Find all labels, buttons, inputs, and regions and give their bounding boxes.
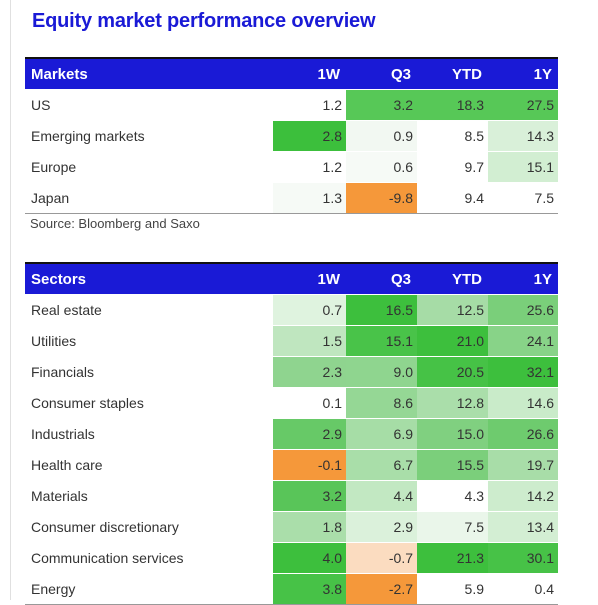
markets-cell-ytd: 8.5 [417, 120, 488, 152]
sectors-header-name: Sectors [25, 262, 273, 295]
sectors-cell-1w: 2.3 [273, 356, 346, 388]
markets-table: Markets 1W Q3 YTD 1Y US 1.2 3.2 18.3 27.5 Eme… [25, 57, 558, 214]
markets-cell-1y: 27.5 [488, 89, 558, 121]
sectors-cell-q3: 4.4 [346, 480, 417, 512]
sectors-header-row: Sectors 1W Q3 YTD 1Y [25, 262, 558, 295]
sectors-cell-q3: 6.7 [346, 449, 417, 481]
sectors-row: Financials 2.3 9.0 20.5 32.1 [25, 356, 558, 388]
sectors-cell-1w: 2.9 [273, 418, 346, 450]
sectors-row: Industrials 2.9 6.9 15.0 26.6 [25, 418, 558, 450]
sectors-cell-1y: 25.6 [488, 294, 558, 326]
sectors-cell-ytd: 15.5 [417, 449, 488, 481]
sectors-cell-q3: 9.0 [346, 356, 417, 388]
sectors-cell-q3: -0.7 [346, 542, 417, 574]
markets-row: US 1.2 3.2 18.3 27.5 [25, 89, 558, 121]
sectors-cell-q3: 6.9 [346, 418, 417, 450]
markets-row: Europe 1.2 0.6 9.7 15.1 [25, 151, 558, 183]
sectors-row-label: Health care [25, 449, 273, 481]
sectors-cell-1y: 32.1 [488, 356, 558, 388]
sectors-row-label: Consumer discretionary [25, 511, 273, 543]
sectors-cell-q3: 2.9 [346, 511, 417, 543]
sectors-cell-ytd: 20.5 [417, 356, 488, 388]
markets-cell-q3: 0.6 [346, 151, 417, 183]
markets-cell-ytd: 18.3 [417, 89, 488, 121]
sectors-row-label: Financials [25, 356, 273, 388]
markets-cell-1y: 15.1 [488, 151, 558, 183]
markets-cell-1w: 1.2 [273, 89, 346, 121]
sectors-row: Utilities 1.5 15.1 21.0 24.1 [25, 325, 558, 357]
markets-row: Japan 1.3 -9.8 9.4 7.5 [25, 182, 558, 214]
sectors-cell-ytd: 7.5 [417, 511, 488, 543]
sectors-cell-ytd: 21.3 [417, 542, 488, 574]
sectors-cell-1y: 13.4 [488, 511, 558, 543]
markets-cell-ytd: 9.4 [417, 182, 488, 214]
source-note: Source: Bloomberg and Saxo [30, 216, 200, 231]
markets-header-1y: 1Y [488, 57, 558, 90]
sectors-cell-1w: 0.1 [273, 387, 346, 419]
sectors-row: Consumer staples 0.1 8.6 12.8 14.6 [25, 387, 558, 419]
markets-row-label: Japan [25, 182, 273, 214]
sectors-row-label: Industrials [25, 418, 273, 450]
markets-cell-1w: 2.8 [273, 120, 346, 152]
sectors-cell-1y: 26.6 [488, 418, 558, 450]
sectors-cell-q3: 15.1 [346, 325, 417, 357]
sectors-header-ytd: YTD [417, 262, 488, 295]
sectors-cell-q3: 16.5 [346, 294, 417, 326]
markets-cell-q3: 0.9 [346, 120, 417, 152]
sectors-cell-1w: -0.1 [273, 449, 346, 481]
sectors-cell-ytd: 12.5 [417, 294, 488, 326]
sectors-row-label: Communication services [25, 542, 273, 574]
markets-cell-1w: 1.2 [273, 151, 346, 183]
markets-cell-ytd: 9.7 [417, 151, 488, 183]
markets-cell-q3: 3.2 [346, 89, 417, 121]
sectors-row: Materials 3.2 4.4 4.3 14.2 [25, 480, 558, 512]
markets-cell-1w: 1.3 [273, 182, 346, 214]
markets-cell-1y: 7.5 [488, 182, 558, 214]
markets-row-label: Europe [25, 151, 273, 183]
sectors-table: Sectors 1W Q3 YTD 1Y Real estate 0.7 16.5 1… [25, 262, 558, 605]
sectors-cell-1y: 24.1 [488, 325, 558, 357]
sectors-row: Consumer discretionary 1.8 2.9 7.5 13.4 [25, 511, 558, 543]
markets-header-row: Markets 1W Q3 YTD 1Y [25, 57, 558, 90]
left-border-line [10, 0, 11, 600]
markets-header-1w: 1W [273, 57, 346, 90]
sectors-row: Health care -0.1 6.7 15.5 19.7 [25, 449, 558, 481]
sectors-cell-1w: 4.0 [273, 542, 346, 574]
sectors-row-label: Consumer staples [25, 387, 273, 419]
sectors-header-1y: 1Y [488, 262, 558, 295]
sectors-cell-1w: 0.7 [273, 294, 346, 326]
sectors-header-1w: 1W [273, 262, 346, 295]
sectors-cell-1y: 30.1 [488, 542, 558, 574]
markets-row-label: Emerging markets [25, 120, 273, 152]
sectors-row-label: Materials [25, 480, 273, 512]
sectors-cell-1w: 1.8 [273, 511, 346, 543]
sectors-cell-1y: 19.7 [488, 449, 558, 481]
markets-cell-1y: 14.3 [488, 120, 558, 152]
sectors-row: Communication services 4.0 -0.7 21.3 30.1 [25, 542, 558, 574]
sectors-cell-1y: 14.2 [488, 480, 558, 512]
sectors-cell-1y: 14.6 [488, 387, 558, 419]
markets-cell-q3: -9.8 [346, 182, 417, 214]
sectors-header-q3: Q3 [346, 262, 417, 295]
markets-header-ytd: YTD [417, 57, 488, 90]
sectors-cell-1w: 3.2 [273, 480, 346, 512]
sectors-row-label: Real estate [25, 294, 273, 326]
markets-row-label: US [25, 89, 273, 121]
markets-header-q3: Q3 [346, 57, 417, 90]
markets-row: Emerging markets 2.8 0.9 8.5 14.3 [25, 120, 558, 152]
sectors-cell-ytd: 4.3 [417, 480, 488, 512]
sectors-cell-ytd: 15.0 [417, 418, 488, 450]
sectors-cell-1w: 1.5 [273, 325, 346, 357]
sectors-row: Real estate 0.7 16.5 12.5 25.6 [25, 294, 558, 326]
sectors-cell-ytd: 12.8 [417, 387, 488, 419]
page-title: Equity market performance overview [32, 10, 376, 32]
markets-header-name: Markets [25, 57, 273, 90]
sectors-cell-ytd: 21.0 [417, 325, 488, 357]
sectors-row-label: Utilities [25, 325, 273, 357]
sectors-cell-q3: 8.6 [346, 387, 417, 419]
